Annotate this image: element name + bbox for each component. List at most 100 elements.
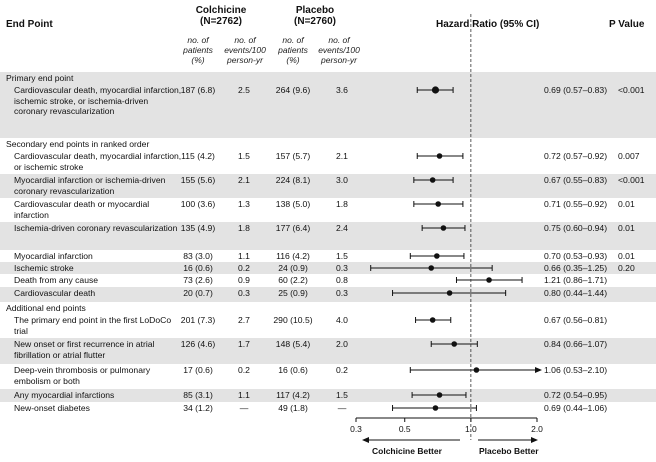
x-tick-label: 2.0 [531, 424, 543, 434]
endpoint-label: Cardiovascular death or myocardial infar… [14, 199, 150, 220]
placebo-patients: 24 (0.9) [278, 263, 308, 273]
point-estimate [429, 317, 436, 323]
section-heading: Primary end point [6, 73, 74, 83]
point-estimate [428, 265, 435, 271]
placebo-patients: 16 (0.6) [278, 365, 308, 375]
placebo-title: Placebo [295, 5, 335, 16]
point-estimate [440, 225, 447, 231]
endpoint-label: Myocardial infarction or ischemia-driven… [14, 175, 166, 196]
point-estimate [432, 405, 439, 411]
point-estimate [451, 341, 458, 347]
colchicine-patients: 126 (4.6) [180, 339, 216, 349]
hazard-ratio-value: 1.06 (0.53–2.10) [544, 365, 608, 375]
colchicine-events-subheader: no. of events/100 person-yr [224, 35, 266, 65]
placebo-rate: 2.0 [336, 339, 348, 349]
placebo-patients: 148 (5.4) [275, 339, 311, 349]
placebo-rate: 3.0 [336, 175, 348, 185]
colchicine-patients: 83 (3.0) [183, 251, 213, 261]
colchicine-rate: 0.3 [238, 288, 250, 298]
placebo-patients-subheader: no. of patients (%) [278, 35, 308, 65]
endpoint-label: Death from any cause [14, 275, 99, 285]
row-shading [0, 72, 656, 84]
colchicine-header: Colchicine (N=2762) [181, 5, 261, 27]
placebo-events-subheader: no. of events/100 person-yr [318, 35, 360, 65]
hazard-ratio-value: 0.72 (0.57–0.92) [544, 151, 608, 161]
colchicine-rate: 0.9 [238, 275, 250, 285]
endpoint-label: Deep-vein thrombosis or pulmonary emboli… [14, 365, 151, 386]
hazard-ratio-value: 1.21 (0.86–1.71) [544, 275, 608, 285]
placebo-patients: 116 (4.2) [276, 251, 310, 261]
placebo-rate: 0.2 [336, 365, 348, 375]
placebo-rate: 2.4 [336, 223, 348, 233]
placebo-patients: 138 (5.0) [275, 199, 311, 209]
endpoint-label: Ischemia-driven coronary revascularizati… [14, 223, 178, 233]
section-heading: Additional end points [6, 303, 86, 313]
point-estimate [473, 367, 480, 373]
point-estimate [435, 201, 441, 207]
row-shading [0, 222, 656, 250]
p-value: 0.01 [618, 251, 635, 261]
endpoint-label: Cardiovascular death, myocardial infarct… [14, 151, 182, 172]
placebo-patients: 157 (5.7) [275, 151, 311, 161]
endpoint-label: The primary end point in the first LoDoC… [14, 315, 172, 336]
colchicine-patients: 135 (4.9) [180, 223, 216, 233]
colchicine-patients-subheader: no. of patients (%) [183, 35, 213, 65]
colchicine-rate: 1.8 [238, 223, 250, 233]
endpoint-label: Cardiovascular death, myocardial infarct… [14, 85, 182, 116]
ci-arrow [535, 367, 542, 373]
p-value-header: P Value [609, 19, 645, 30]
colchicine-patients: 16 (0.6) [183, 263, 213, 273]
x-tick-label: 0.5 [398, 424, 411, 434]
placebo-patients: 264 (9.6) [275, 85, 311, 95]
hazard-ratio-value: 0.72 (0.54–0.95) [544, 390, 608, 400]
end-point-header: End Point [6, 19, 53, 30]
colchicine-rate: — [239, 403, 249, 413]
row-shading [0, 338, 656, 364]
placebo-rate: 1.5 [336, 390, 348, 400]
placebo-rate: — [337, 403, 347, 413]
colchicine-patients: 155 (5.6) [180, 175, 216, 185]
hazard-ratio-value: 0.69 (0.44–1.06) [544, 403, 608, 413]
colchicine-rate: 1.1 [238, 251, 250, 261]
hazard-ratio-value: 0.71 (0.55–0.92) [544, 199, 608, 209]
hazard-ratio-value: 0.67 (0.55–0.83) [544, 175, 608, 185]
hazard-ratio-value: 0.75 (0.60–0.94) [544, 223, 608, 233]
colchicine-better-label: Colchicine Better [372, 446, 442, 456]
colchicine-rate: 1.3 [238, 199, 250, 209]
x-tick-label: 0.3 [350, 424, 362, 434]
hazard-ratio-value: 0.70 (0.53–0.93) [544, 251, 608, 261]
point-estimate [486, 277, 492, 283]
placebo-rate: 1.8 [336, 199, 348, 209]
placebo-better-arrowhead [531, 437, 538, 443]
endpoint-label: Any myocardial infarctions [14, 390, 115, 400]
placebo-patients: 290 (10.5) [273, 315, 313, 325]
hazard-ratio-value: 0.66 (0.35–1.25) [544, 263, 608, 273]
hazard-ratio-value: 0.80 (0.44–1.44) [544, 288, 608, 298]
colchicine-patients: 187 (6.8) [180, 85, 216, 95]
placebo-patients: 25 (0.9) [278, 288, 308, 298]
placebo-rate: 1.5 [336, 251, 348, 261]
point-estimate [446, 290, 453, 296]
colchicine-rate: 0.2 [238, 263, 250, 273]
p-value: <0.001 [618, 85, 645, 95]
colchicine-patients: 20 (0.7) [183, 288, 213, 298]
colchicine-rate: 1.7 [238, 339, 250, 349]
p-value: <0.001 [618, 175, 645, 185]
colchicine-rate: 2.5 [238, 85, 250, 95]
colchicine-rate: 1.1 [238, 390, 250, 400]
placebo-rate: 0.3 [336, 288, 348, 298]
endpoint-label: New-onset diabetes [14, 403, 90, 413]
colchicine-rate: 2.1 [238, 175, 250, 185]
placebo-patients: 224 (8.1) [275, 175, 311, 185]
point-estimate [431, 86, 440, 94]
colchicine-rate: 2.7 [238, 315, 250, 325]
row-shading [0, 174, 656, 198]
placebo-header: Placebo (N=2760) [275, 5, 355, 27]
colchicine-rate: 1.5 [238, 151, 250, 161]
colchicine-title: Colchicine [195, 5, 247, 16]
hazard-ratio-header: Hazard Ratio (95% CI) [436, 19, 540, 30]
p-value: 0.01 [618, 223, 635, 233]
colchicine-patients: 17 (0.6) [183, 365, 213, 375]
